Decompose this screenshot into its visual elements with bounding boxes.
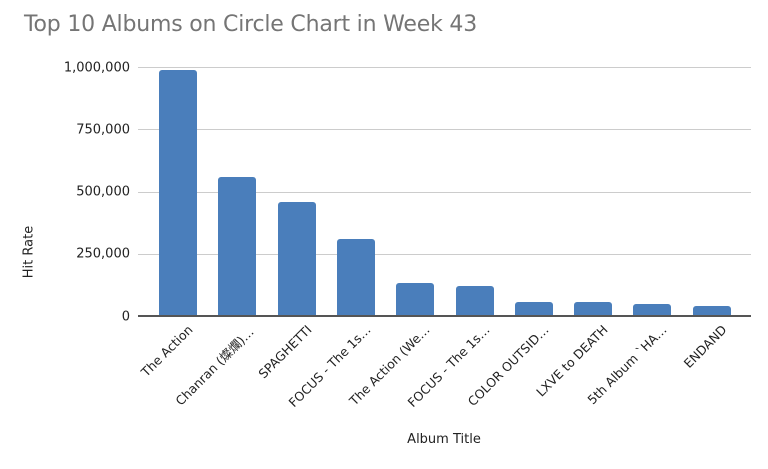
y-tick-label: 0 [121,309,130,324]
bar[interactable] [633,303,671,316]
x-axis-line [138,315,751,317]
x-tick-label: SPAGHETTI [254,322,315,382]
bar[interactable] [456,285,494,316]
x-axis-label: Album Title [407,432,481,447]
bar[interactable] [337,239,375,316]
bar[interactable] [693,306,731,316]
y-tick-label: 1,000,000 [63,60,130,75]
bar[interactable] [574,302,612,316]
chart-title: Top 10 Albums on Circle Chart in Week 43 [24,12,477,37]
gridline [138,192,751,193]
bar[interactable] [515,302,553,316]
y-tick-label: 500,000 [76,184,130,200]
x-tick-label: The Action [138,322,196,380]
bar[interactable] [159,70,197,316]
y-tick-label: 750,000 [76,122,130,138]
gridline [138,129,751,130]
y-tick-label: 250,000 [76,246,130,262]
bar[interactable] [218,177,256,316]
gridline [138,67,751,68]
bar[interactable] [396,283,434,316]
bar[interactable] [278,201,316,316]
gridline [138,254,751,255]
x-tick-label: ENDAND [680,322,730,371]
